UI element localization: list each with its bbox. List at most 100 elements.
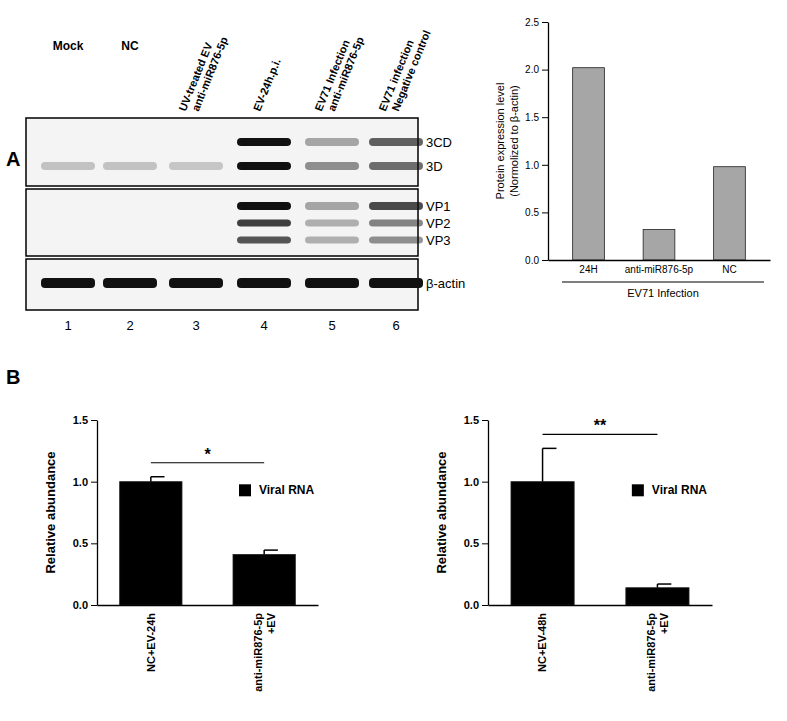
blot-frame xyxy=(26,259,418,310)
blot-band xyxy=(237,278,291,288)
protein-label: β-actin xyxy=(426,276,465,291)
blot-band xyxy=(305,220,359,227)
blot-band xyxy=(41,278,95,288)
protein-label: 3CD xyxy=(426,135,452,150)
blot-band xyxy=(41,162,95,170)
blot-band xyxy=(305,202,359,210)
y-axis: 0.00.51.01.52.02.5 xyxy=(525,17,548,266)
y-tick-mark xyxy=(482,605,488,606)
y-axis-line xyxy=(548,23,549,261)
x-tick-label: 24H xyxy=(579,264,597,275)
y-tick-mark xyxy=(91,543,97,544)
y-tick-label: 1.5 xyxy=(464,414,479,426)
error-bar xyxy=(264,550,278,554)
bar xyxy=(643,230,675,260)
legend-label: Viral RNA xyxy=(652,483,707,497)
y-axis-title: Protein expression level xyxy=(494,83,506,200)
y-tick-mark xyxy=(542,165,548,166)
y-tick-label: 0.5 xyxy=(464,537,479,549)
y-tick-label: 2.5 xyxy=(525,17,539,28)
lane-label: Mock xyxy=(53,39,84,53)
x-axis-line xyxy=(549,260,771,261)
lane-number: 1 xyxy=(64,318,71,333)
western-blot: 3CD3DVP1VP2VP3β-actin123456MockNCUV-trea… xyxy=(26,28,465,333)
y-tick: 0.0 xyxy=(525,255,548,266)
y-tick-mark xyxy=(542,117,548,118)
blot-band xyxy=(369,220,423,227)
bar-chart: 0.00.51.01.5NC+EV-24hanti-miR876-5p+EVRe… xyxy=(43,414,319,692)
blot-band xyxy=(305,237,359,244)
y-tick: 1.5 xyxy=(73,414,97,426)
x-tick-label: NC+EV-48h xyxy=(536,613,548,672)
legend-swatch xyxy=(632,484,644,496)
blot-band xyxy=(103,278,157,288)
y-tick: 0.0 xyxy=(464,599,488,611)
x-axis xyxy=(489,605,713,607)
y-tick-mark xyxy=(482,543,488,544)
blot-band xyxy=(369,278,423,288)
y-tick-label: 1.0 xyxy=(464,476,479,488)
error-bar-stem xyxy=(542,448,544,481)
lane-label: EV-24h.p.i. xyxy=(251,57,283,113)
x-tick-label: NC xyxy=(722,264,736,275)
lane-label: NC xyxy=(121,39,139,53)
error-bar-cap xyxy=(543,448,557,450)
error-bar xyxy=(151,477,165,482)
lane-label: anti-miR876-5p xyxy=(325,35,366,113)
blot-frame xyxy=(26,189,418,256)
x-tick-label: NC+EV-24h xyxy=(145,613,157,672)
x-label-bracket xyxy=(562,281,764,282)
bar xyxy=(511,482,574,605)
y-tick-label: 1.0 xyxy=(73,476,88,488)
y-tick: 0.5 xyxy=(525,207,548,218)
y-tick-label: 0.0 xyxy=(525,255,539,266)
bar xyxy=(120,482,182,605)
y-tick: 0.0 xyxy=(73,599,97,611)
y-tick-mark xyxy=(91,605,97,606)
bar xyxy=(626,588,689,605)
bar xyxy=(714,167,746,260)
bar-chart: 0.00.51.01.5NC+EV-48hanti-miR876-5p+EVRe… xyxy=(434,414,713,692)
error-bar-cap xyxy=(657,583,671,585)
blot-band xyxy=(169,162,223,170)
error-bar xyxy=(543,448,557,481)
blot-band xyxy=(369,138,423,146)
lane-label: anti-miR876-5p xyxy=(189,35,230,113)
protein-label: VP1 xyxy=(426,199,451,214)
blot-band xyxy=(305,278,359,288)
x-axis-line xyxy=(489,605,713,606)
y-tick-label: 0.5 xyxy=(73,537,88,549)
x-tick-label: anti-miR876-5p+EV xyxy=(645,612,670,692)
significance-label: * xyxy=(204,446,211,463)
y-tick: 2.5 xyxy=(525,17,548,28)
bar-chart: 0.00.51.01.52.02.524Hanti-miR876-5pNCEV7… xyxy=(494,17,771,299)
blot-band xyxy=(103,162,157,170)
y-tick-label: 1.5 xyxy=(73,414,88,426)
y-tick: 1.0 xyxy=(525,160,548,171)
lane-number: 5 xyxy=(328,318,335,333)
blot-frame xyxy=(26,118,418,186)
bar xyxy=(573,68,605,260)
error-bar-cap xyxy=(264,549,278,551)
plot-area xyxy=(511,448,689,605)
x-axis xyxy=(549,260,771,262)
blot-band xyxy=(237,237,291,244)
x-tick-label: anti-miR876-5p+EV xyxy=(252,612,277,692)
figure: AB3CD3DVP1VP2VP3β-actin123456MockNCUV-tr… xyxy=(0,0,787,721)
y-tick-mark xyxy=(482,482,488,483)
significance-label: ** xyxy=(594,417,607,434)
blot-band xyxy=(237,138,291,146)
y-tick-mark xyxy=(482,420,488,421)
error-bar xyxy=(657,584,671,588)
y-tick: 1.0 xyxy=(73,476,97,488)
lane-number: 3 xyxy=(192,318,199,333)
blot-band xyxy=(237,220,291,227)
x-tick-label: anti-miR876-5p xyxy=(625,264,694,275)
y-tick: 1.5 xyxy=(464,414,488,426)
protein-label: 3D xyxy=(426,159,443,174)
y-tick-mark xyxy=(91,420,97,421)
lane-number: 6 xyxy=(392,318,399,333)
y-axis: 0.0 0.5 1.0 1.5 xyxy=(73,414,98,611)
protein-label: VP3 xyxy=(426,233,451,248)
blot-band xyxy=(237,162,291,170)
